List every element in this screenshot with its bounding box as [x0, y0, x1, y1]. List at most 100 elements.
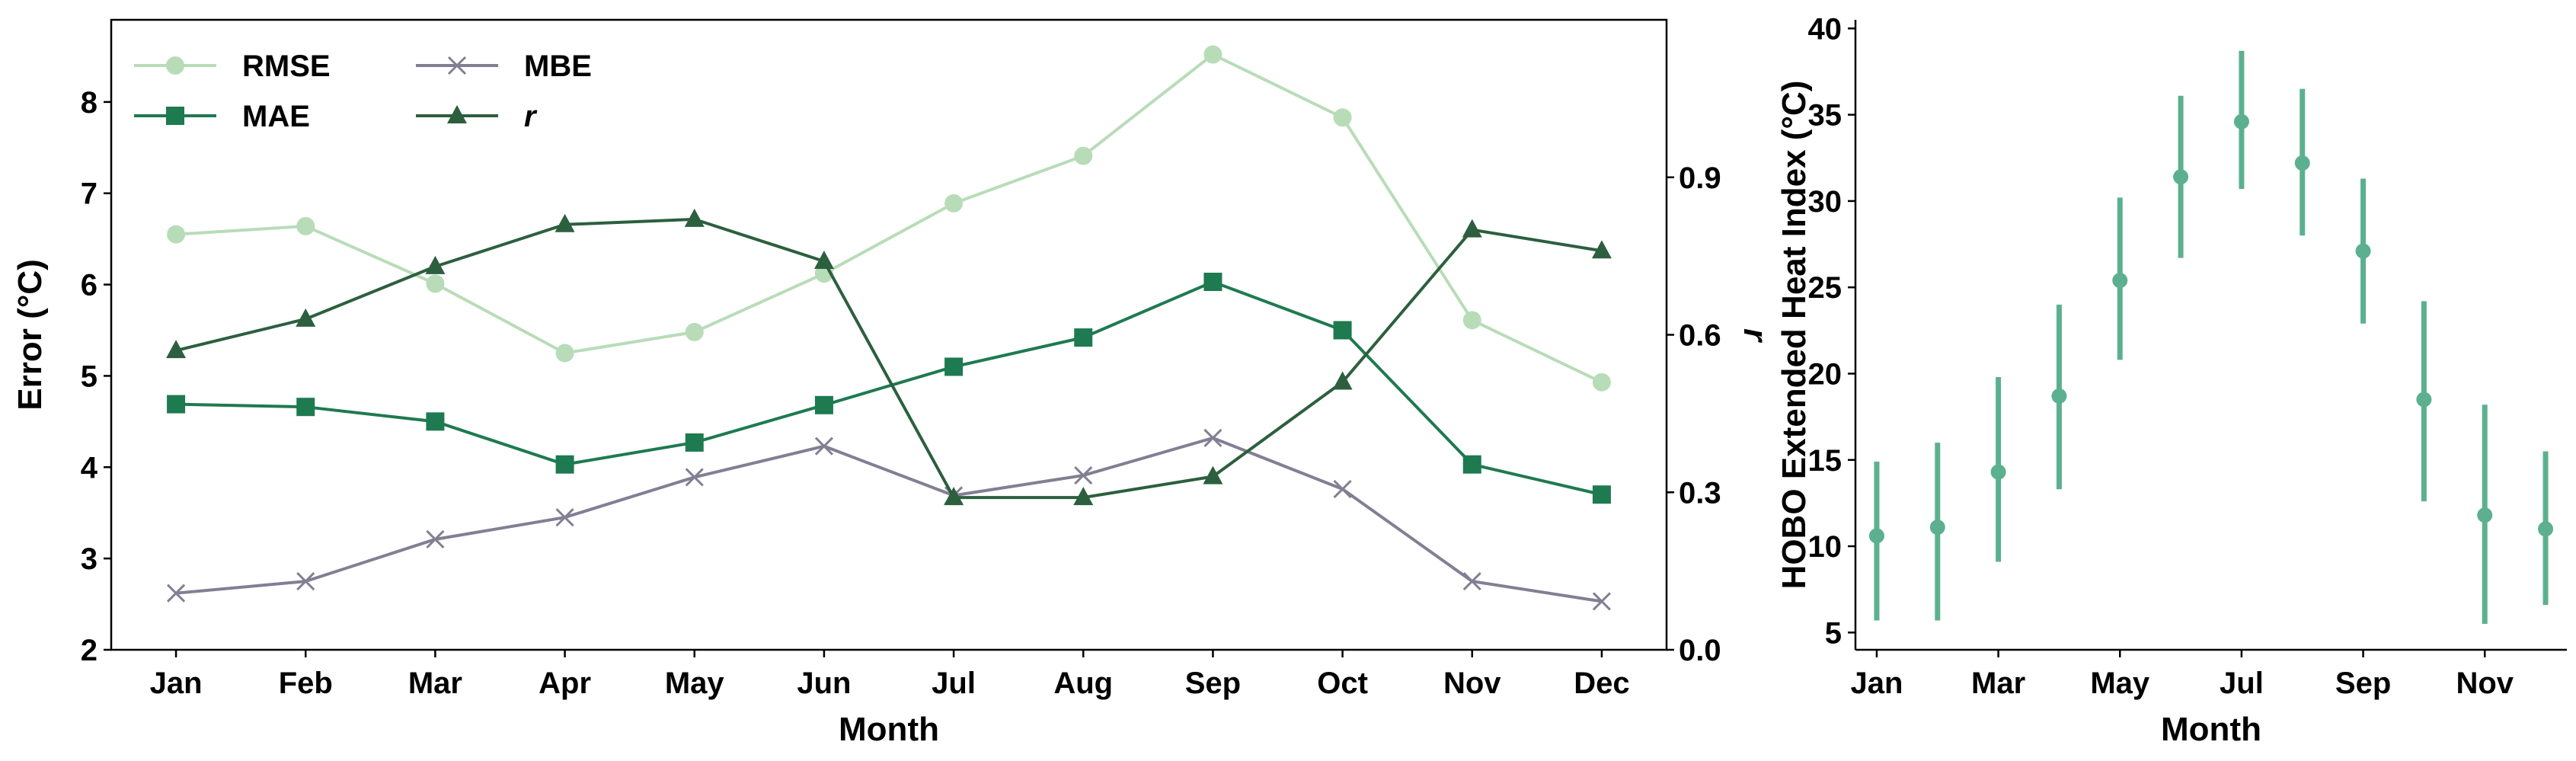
y-tick-label: 2	[81, 634, 97, 667]
y-tick-label: 30	[1808, 185, 1843, 219]
data-point-mae	[814, 395, 833, 414]
legend-label-r: r	[524, 100, 538, 133]
mean-point	[2294, 155, 2310, 171]
heat-index-chart: 5 10 15 20 25 30 35 40 Jan Mar May Jul Sep Nov Month HO…	[1775, 12, 2567, 748]
y-tick-label: 3	[81, 542, 97, 576]
data-point-mae	[1333, 321, 1352, 340]
y-tick-label: 5	[81, 360, 97, 393]
y-tick-label: 15	[1808, 444, 1843, 478]
y-tick-label: 6	[81, 269, 97, 302]
x-tick-label: Mar	[408, 667, 462, 700]
data-point-mbe	[1203, 428, 1222, 447]
data-point-mbe	[1074, 466, 1093, 485]
series-line-mbe	[175, 436, 1603, 603]
legend-marker-mbe	[447, 56, 467, 75]
data-point-rmse	[1203, 45, 1222, 64]
data-point-mae	[555, 455, 574, 474]
mean-point	[2538, 521, 2554, 537]
data-point-r	[1073, 487, 1094, 506]
y2-tick-label: 0.3	[1679, 476, 1721, 510]
x-tick-label: Sep	[1185, 667, 1241, 700]
data-point-r	[684, 208, 705, 227]
x-tick-label: Jul	[2220, 667, 2264, 700]
data-point-mbe	[814, 436, 833, 456]
data-point-mbe	[167, 584, 186, 603]
data-point-mae	[685, 433, 704, 452]
y2-tick-label: 0.6	[1679, 319, 1721, 353]
data-point-rmse	[167, 225, 186, 244]
x-tick-label: Nov	[1443, 667, 1501, 700]
mean-point	[2173, 169, 2189, 185]
x-tick-label: Dec	[1574, 667, 1629, 700]
y2-axis-title: r	[1737, 328, 1774, 344]
mean-point	[2051, 388, 2067, 404]
y2-tick-label: 0.9	[1679, 161, 1721, 195]
data-point-r	[296, 308, 316, 327]
series-line-mae	[176, 280, 1603, 497]
x-tick-label: Jun	[797, 667, 851, 700]
data-point-mbe	[685, 468, 704, 487]
x-tick-label: Apr	[539, 667, 591, 700]
x-tick-label: May	[665, 667, 725, 700]
mean-point	[1929, 520, 1945, 536]
data-point-rmse	[1333, 108, 1352, 127]
data-point-rmse	[296, 216, 315, 235]
data-point-r	[944, 487, 964, 506]
y-tick-label: 25	[1808, 271, 1843, 305]
data-point-mbe	[1462, 572, 1481, 591]
y-axis-title: HOBO Extended Heat Index (°C)	[1775, 81, 1813, 590]
legend-marker-r	[447, 105, 467, 123]
data-point-mae	[1203, 272, 1222, 291]
mean-point	[2233, 114, 2249, 129]
data-point-mae	[1462, 455, 1481, 474]
data-point-rmse	[1592, 373, 1611, 392]
legend-marker-mae	[166, 107, 184, 125]
y-tick-label: 10	[1808, 530, 1843, 564]
data-point-r	[1332, 371, 1353, 390]
x-tick-label: Feb	[279, 667, 333, 700]
x-tick-label: Oct	[1317, 667, 1368, 700]
y2-tick-label: 0.0	[1679, 634, 1721, 667]
mean-point	[2477, 507, 2493, 523]
legend-label-mae: MAE	[242, 100, 310, 133]
data-point-mae	[1592, 485, 1611, 504]
y-tick-label: 5	[1825, 616, 1842, 650]
data-point-r	[813, 251, 834, 270]
data-point-r	[1591, 240, 1612, 259]
data-point-r	[1203, 465, 1223, 484]
x-tick-label: Aug	[1053, 667, 1113, 700]
data-point-rmse	[685, 322, 704, 341]
y-tick-label: 8	[81, 86, 97, 120]
x-tick-label: Jul	[932, 667, 976, 700]
x-tick-label: Mar	[1971, 667, 2025, 700]
x-axis-title: Month	[839, 711, 939, 748]
data-point-rmse	[555, 344, 574, 363]
data-point-mae	[167, 395, 186, 414]
data-point-mae	[944, 357, 964, 376]
mean-point	[2112, 273, 2128, 289]
data-point-mae	[296, 398, 315, 417]
mean-point	[2355, 243, 2371, 259]
data-point-r	[425, 255, 446, 274]
y-tick-label: 20	[1808, 357, 1843, 391]
x-tick-label: Nov	[2456, 667, 2514, 700]
data-point-rmse	[1462, 311, 1481, 330]
data-point-rmse	[1074, 146, 1093, 165]
data-point-mbe	[1333, 479, 1352, 499]
data-point-r	[1462, 219, 1482, 238]
data-point-r	[166, 340, 187, 359]
x-tick-label: Jan	[1850, 667, 1903, 700]
data-point-rmse	[944, 193, 964, 213]
x-tick-label: Sep	[2335, 667, 2391, 700]
data-point-r	[555, 213, 575, 232]
data-point-mbe	[555, 508, 574, 527]
mean-point	[2416, 392, 2432, 408]
data-point-mbe	[296, 572, 315, 591]
x-axis-title: Month	[2161, 711, 2261, 748]
y-tick-label: 40	[1808, 12, 1843, 46]
legend-label-rmse: RMSE	[242, 50, 331, 83]
data-point-rmse	[426, 274, 445, 293]
error-metrics-chart: 2 3 4 5 6 7 8 0.0 0.3 0.6 0.9 Jan Feb Mar Apr May Jun Jul…	[11, 18, 1774, 748]
x-tick-label: Jan	[150, 667, 203, 700]
